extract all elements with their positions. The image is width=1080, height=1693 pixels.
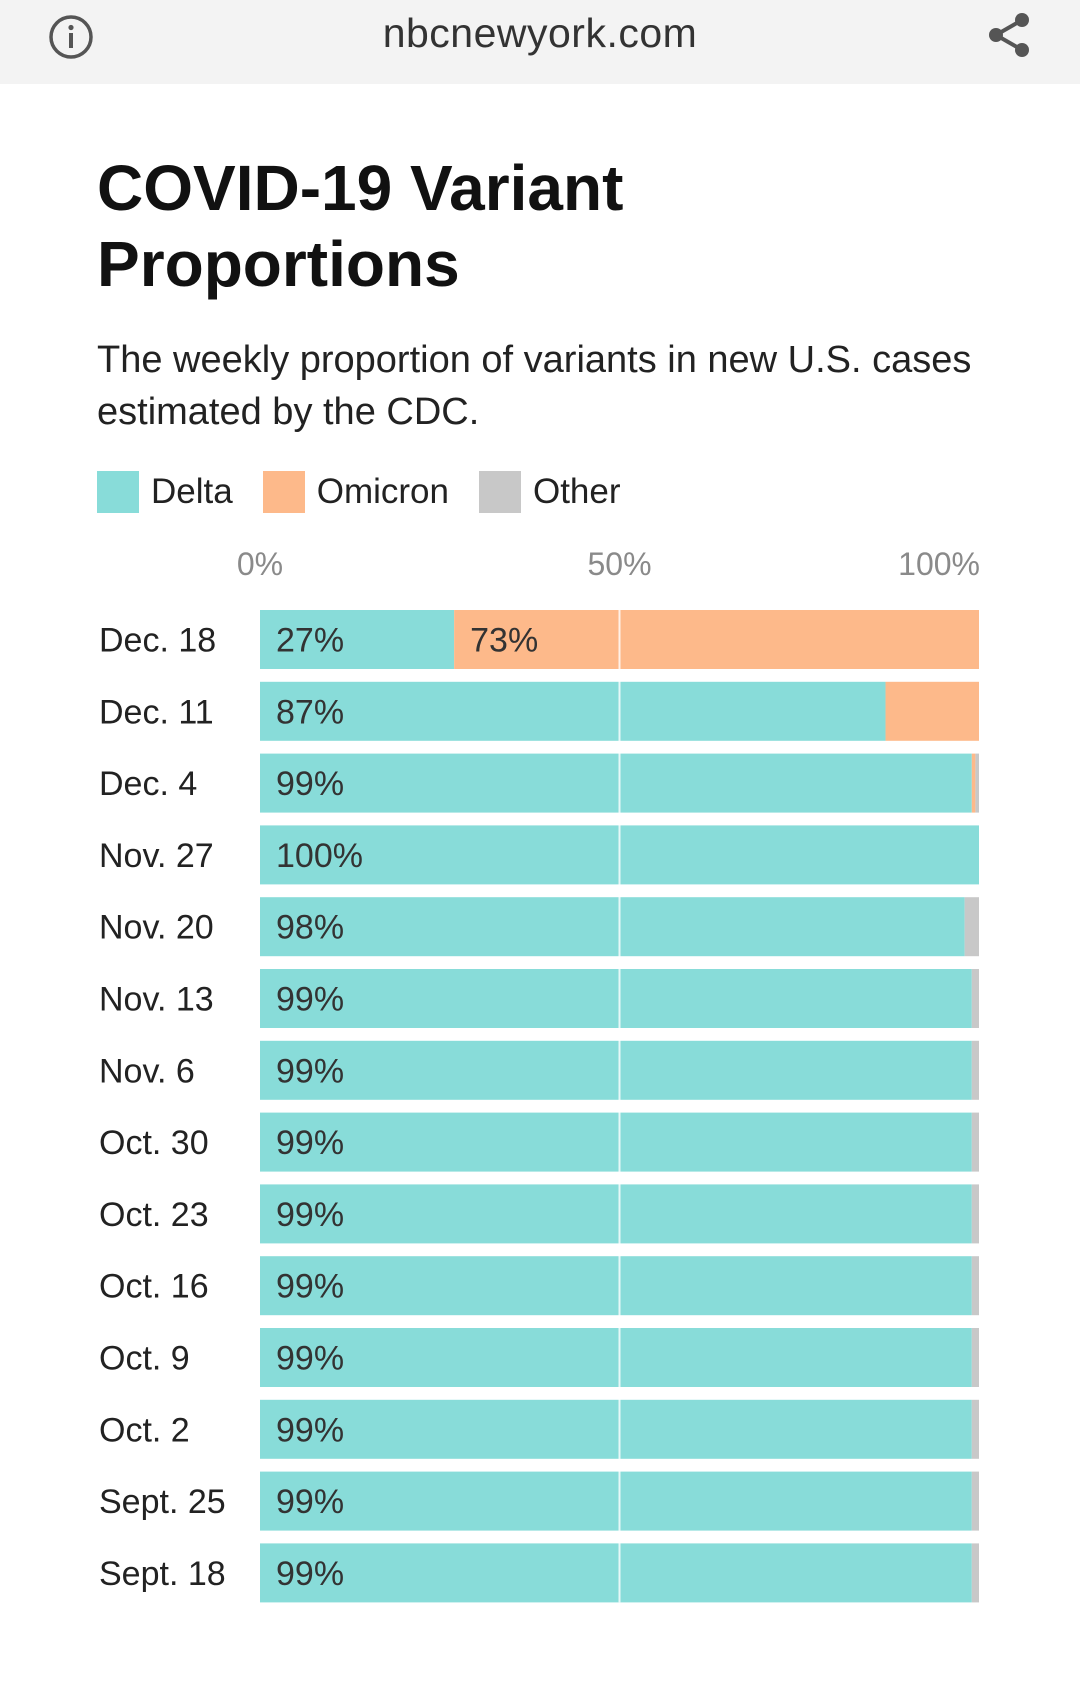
- bar-segment-delta: [260, 1543, 972, 1603]
- bar-segment-other: [971, 1256, 979, 1316]
- category-label: Oct. 30: [99, 1124, 209, 1162]
- bar-segment-delta: [260, 1328, 972, 1387]
- bar-segment-other: [964, 897, 979, 957]
- bar-segment-omicron: [971, 753, 976, 813]
- data-label: 99%: [276, 1124, 344, 1162]
- bar-segment-delta: [260, 1040, 972, 1100]
- data-label: 99%: [276, 1268, 344, 1306]
- legend-item-other: Other: [478, 471, 621, 513]
- category-label: Sept. 18: [99, 1555, 226, 1593]
- data-label: 98%: [276, 909, 344, 947]
- bar-segment-delta: [260, 753, 972, 813]
- category-label: Dec. 18: [99, 622, 216, 660]
- bar-segment-delta: [260, 969, 972, 1028]
- bar-segment-other: [971, 1184, 979, 1244]
- page-domain: nbcnewyork.com: [382, 10, 698, 56]
- data-label: 87%: [276, 693, 344, 731]
- chart-legend: Delta Omicron Other: [97, 470, 651, 514]
- stacked-bar-chart: 0% 50% 100% Dec. 18 27% 73% Dec. 11 87% Dec. 4 99…: [99, 546, 980, 1603]
- bar-segment-other: [971, 1112, 979, 1172]
- chart-subtitle: The weekly proportion of variants in new…: [97, 339, 972, 433]
- bar-segment-other: [971, 1543, 979, 1603]
- data-label: 73%: [470, 622, 538, 660]
- data-label: 99%: [276, 1196, 344, 1234]
- info-icon[interactable]: [48, 14, 94, 60]
- category-label: Nov. 6: [99, 1052, 195, 1090]
- category-label: Oct. 23: [99, 1196, 209, 1234]
- data-label: 99%: [276, 1411, 344, 1449]
- bar-segment-delta: [260, 1112, 972, 1172]
- bar-segment-delta: [260, 1256, 972, 1316]
- data-label: 100%: [276, 837, 363, 875]
- bar-segment-delta: [260, 1184, 972, 1244]
- browser-toolbar: nbcnewyork.com: [0, 0, 1080, 84]
- category-label: Nov. 20: [99, 909, 214, 947]
- bar-segment-omicron: [885, 681, 979, 741]
- category-label: Oct. 9: [99, 1340, 190, 1378]
- legend-label-other: Other: [532, 472, 621, 511]
- bar-segment-other: [975, 753, 979, 813]
- legend-label-delta: Delta: [151, 472, 233, 511]
- bar-segment-delta: [260, 681, 886, 741]
- bar-segment-omicron: [454, 610, 979, 669]
- category-label: Sept. 25: [99, 1483, 226, 1521]
- bar-segment-other: [971, 1399, 979, 1459]
- bar-segment-delta: [260, 610, 455, 669]
- bar-segment-other: [971, 1040, 979, 1100]
- category-label: Oct. 2: [99, 1411, 190, 1449]
- bar-segment-other: [971, 1328, 979, 1387]
- bar-segment-delta: [260, 1471, 972, 1531]
- data-label: 99%: [276, 765, 344, 803]
- category-label: Dec. 11: [99, 693, 214, 731]
- data-label: 99%: [276, 1340, 344, 1378]
- share-icon[interactable]: [985, 10, 1033, 60]
- legend-item-delta: Delta: [97, 471, 233, 513]
- data-label: 27%: [276, 622, 344, 660]
- x-tick-label: 50%: [587, 546, 651, 582]
- category-label: Dec. 4: [99, 765, 197, 803]
- data-label: 99%: [276, 1052, 344, 1090]
- legend-swatch-omicron: [262, 471, 305, 513]
- legend-swatch-delta: [97, 471, 139, 513]
- bar-segment-other: [971, 1471, 979, 1531]
- x-tick-label: 100%: [898, 546, 980, 582]
- bar-segment-delta: [260, 897, 965, 957]
- legend-label-omicron: Omicron: [316, 472, 449, 511]
- legend-swatch-other: [478, 471, 521, 513]
- bar-segment-delta: [260, 1399, 972, 1459]
- chart-title: COVID-19 Variant Proportions: [97, 152, 624, 300]
- data-label: 99%: [276, 1483, 344, 1521]
- category-label: Nov. 13: [99, 981, 214, 1019]
- legend-item-omicron: Omicron: [262, 471, 449, 513]
- category-label: Oct. 16: [99, 1268, 209, 1306]
- x-tick-label: 0%: [237, 546, 283, 582]
- bar-segment-other: [971, 969, 979, 1028]
- data-label: 99%: [276, 1555, 344, 1593]
- category-label: Nov. 27: [99, 837, 214, 875]
- data-label: 99%: [276, 981, 344, 1019]
